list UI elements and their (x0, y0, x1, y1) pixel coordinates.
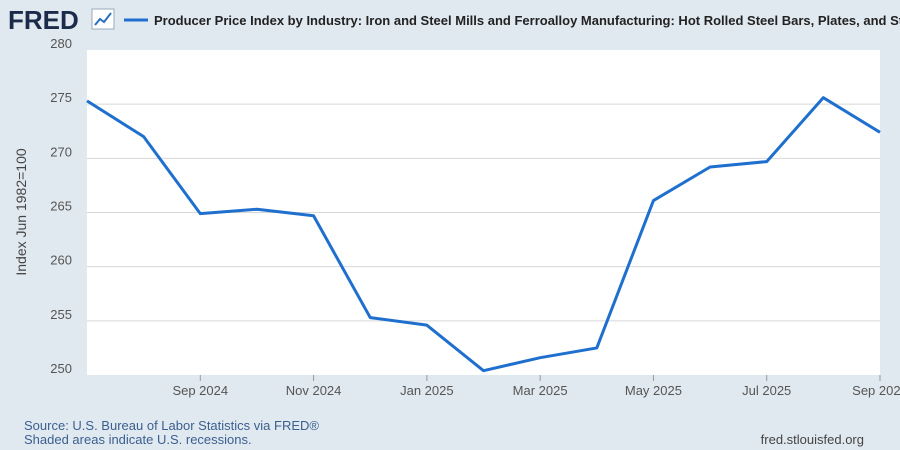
data-line (86, 96, 881, 373)
y-tick-label: 260 (50, 253, 72, 268)
x-tick-label: Jan 2025 (400, 383, 454, 398)
logo[interactable]: FRED (8, 5, 79, 35)
logo-icon (91, 8, 115, 30)
x-tick-label: Mar 2025 (513, 383, 568, 398)
y-tick-label: 255 (50, 307, 72, 322)
x-tick-label: Nov 2024 (286, 383, 342, 398)
x-tick-label: May 2025 (625, 383, 682, 398)
y-tick-label: 250 (50, 361, 72, 376)
legend-label: Producer Price Index by Industry: Iron a… (154, 13, 900, 28)
recession-note: Shaded areas indicate U.S. recessions. (24, 432, 252, 447)
y-tick-label: 265 (50, 199, 72, 214)
url[interactable]: fred.stlouisfed.org (761, 432, 864, 447)
x-tick-label: Jul 2025 (742, 383, 791, 398)
x-tick-label: Sep 2024 (172, 383, 228, 398)
source: Source: U.S. Bureau of Labor Statistics … (24, 418, 319, 433)
y-tick-label: 280 (50, 36, 72, 51)
y-tick-label: 275 (50, 90, 72, 105)
y-tick-label: 270 (50, 144, 72, 159)
x-tick-label: Sep 2025 (852, 383, 900, 398)
y-axis-label: Index Jun 1982=100 (13, 148, 29, 275)
